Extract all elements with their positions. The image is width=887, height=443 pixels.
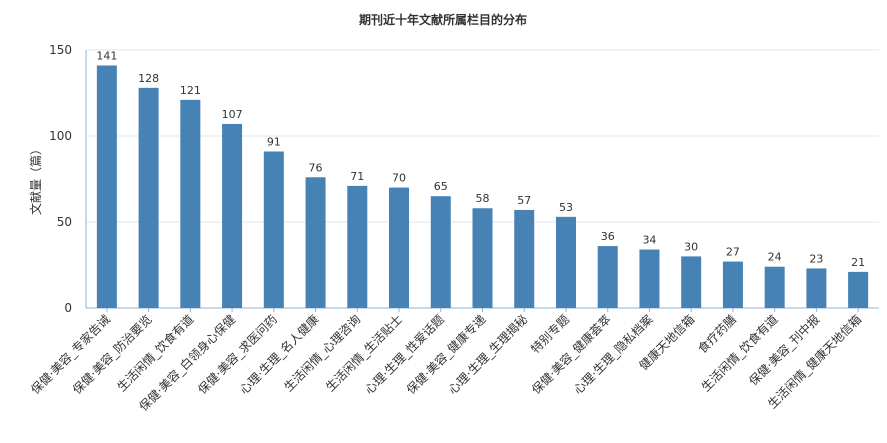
data-label: 27 <box>726 246 740 259</box>
bar <box>389 187 410 308</box>
data-label: 70 <box>392 172 406 185</box>
y-tick-label: 150 <box>49 43 72 57</box>
y-tick-label: 100 <box>49 129 72 143</box>
category-label: 保健·美容_求医问药 <box>194 312 279 397</box>
category-label: 生活闲情_饮食有道 <box>114 312 197 395</box>
bar <box>555 216 576 308</box>
bar <box>848 271 869 308</box>
y-axis-label: 文献量（篇） <box>28 143 43 215</box>
data-label: 65 <box>434 180 448 193</box>
bars <box>96 65 869 309</box>
data-label: 53 <box>559 201 573 214</box>
data-label: 21 <box>851 256 865 269</box>
data-label: 24 <box>768 251 782 264</box>
category-label: 生活闲情_饮食有道 <box>698 312 781 395</box>
category-label: 生活闲情_生活贴士 <box>323 312 405 394</box>
chart-title: 期刊近十年文献所属栏目的分布 <box>359 12 527 27</box>
y-tick-label: 50 <box>57 215 72 229</box>
category-label: 保健·美容_防治要览 <box>69 312 154 397</box>
data-label: 30 <box>684 240 698 253</box>
bar <box>430 196 451 308</box>
category-label: 保健·美容_专家告诫 <box>28 312 113 397</box>
bar <box>96 65 117 308</box>
data-label: 57 <box>517 194 531 207</box>
category-label: 心理·生理_性爱话题 <box>362 312 447 397</box>
y-tick-label: 0 <box>64 301 72 315</box>
category-label: 保健·美容_刊中报 <box>746 312 823 389</box>
category-labels: 保健·美容_专家告诫保健·美容_防治要览生活闲情_饮食有道保健·美容_白领身心保… <box>28 308 864 414</box>
bar <box>514 209 535 308</box>
category-label: 心理·生理_名人健康 <box>236 312 321 397</box>
category-label: 心理·生理_隐私档案 <box>570 312 655 397</box>
bar <box>263 151 284 308</box>
category-label: 生活闲情_心理咨询 <box>281 312 364 395</box>
data-labels: 141 128 121 107 91 76 71 70 65 58 57 53 36 34 30 27 24 23… <box>96 49 865 268</box>
bar <box>722 261 743 308</box>
bar <box>138 87 159 308</box>
bar <box>180 99 201 308</box>
bar <box>639 249 660 308</box>
data-label: 36 <box>601 230 615 243</box>
data-label: 141 <box>96 49 117 62</box>
category-label: 心理·生理_生理揭秘 <box>445 312 530 397</box>
data-label: 76 <box>309 161 323 174</box>
data-label: 128 <box>138 72 159 85</box>
data-label: 23 <box>809 252 823 265</box>
bar <box>764 266 785 308</box>
bar <box>347 185 368 308</box>
data-label: 34 <box>642 234 656 247</box>
data-label: 107 <box>222 108 243 121</box>
data-label: 58 <box>476 192 490 205</box>
bar <box>222 123 243 309</box>
bar <box>597 246 618 308</box>
bar <box>472 208 493 308</box>
bar <box>305 177 326 308</box>
bar <box>681 256 702 308</box>
data-label: 71 <box>350 170 364 183</box>
y-axis-ticks: 0 50 100 150 <box>49 43 72 315</box>
category-label: 保健·美容_健康荟萃 <box>528 312 613 397</box>
category-label: 保健·美容_健康专递 <box>403 312 488 397</box>
data-label: 121 <box>180 84 201 97</box>
bar <box>806 268 827 308</box>
data-label: 91 <box>267 135 281 148</box>
